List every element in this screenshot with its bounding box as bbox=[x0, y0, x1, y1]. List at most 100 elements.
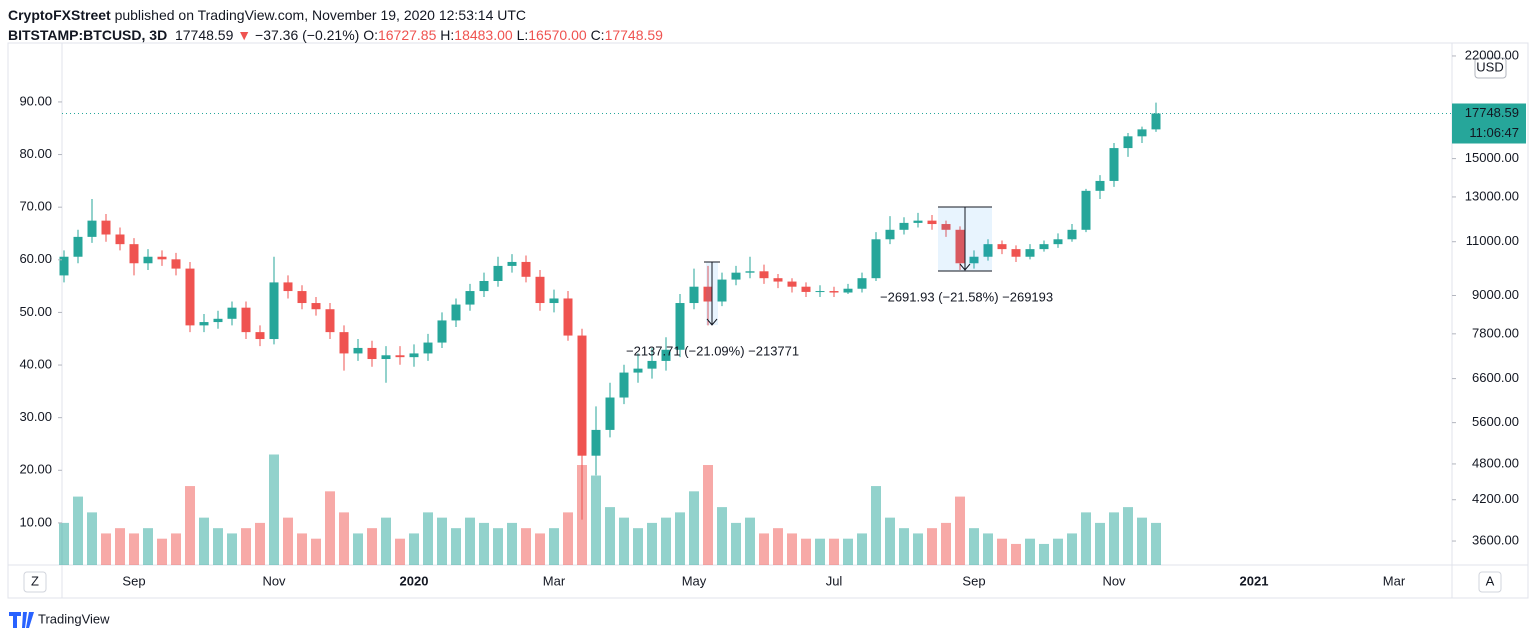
candle-body bbox=[1095, 180, 1105, 191]
volume-bar bbox=[717, 507, 727, 565]
candle-body bbox=[423, 342, 433, 354]
volume-bar bbox=[157, 538, 167, 565]
y2-tick-label: 5600.00 bbox=[1472, 414, 1519, 429]
auto-label: A bbox=[1486, 573, 1495, 588]
measure-arrow bbox=[959, 207, 971, 271]
candle-body bbox=[1053, 239, 1063, 245]
candle-body bbox=[843, 288, 853, 293]
volume-bar bbox=[1123, 507, 1133, 565]
zoom-label: Z bbox=[31, 573, 39, 588]
candle-body bbox=[871, 239, 881, 279]
candle-body bbox=[689, 286, 699, 304]
candle-body bbox=[1039, 244, 1049, 250]
candle-body bbox=[255, 332, 265, 340]
volume-layer bbox=[59, 454, 1161, 565]
volume-bar bbox=[1067, 533, 1077, 565]
candle-body bbox=[87, 220, 97, 237]
volume-bar bbox=[73, 496, 83, 565]
volume-bar bbox=[675, 512, 685, 565]
volume-bar bbox=[297, 533, 307, 565]
y-tick-label: 30.00 bbox=[19, 409, 52, 424]
candle-body bbox=[451, 304, 461, 321]
candle-body bbox=[185, 268, 195, 326]
candle-body bbox=[885, 229, 895, 240]
candle-body bbox=[143, 256, 153, 264]
auto-button[interactable] bbox=[1478, 571, 1502, 593]
candle-body bbox=[927, 220, 937, 225]
o-value: 16727.85 bbox=[377, 27, 437, 43]
candle-body bbox=[577, 335, 587, 456]
volume-bar bbox=[325, 491, 335, 565]
volume-bar bbox=[269, 454, 279, 565]
volume-bar bbox=[1081, 512, 1091, 565]
last-price-label: 17748.59 bbox=[1465, 105, 1519, 120]
l-value: 16570.00 bbox=[528, 27, 587, 43]
c-key: C: bbox=[590, 27, 605, 43]
candle-body bbox=[1123, 136, 1133, 149]
candle-body bbox=[367, 347, 377, 360]
volume-bar bbox=[899, 528, 909, 565]
y2-tick-label: 15000.00 bbox=[1465, 150, 1519, 165]
candle-body bbox=[787, 281, 797, 287]
candle-body bbox=[815, 291, 825, 293]
x-tick-label: May bbox=[682, 573, 707, 588]
candle-body bbox=[507, 261, 517, 266]
volume-bar bbox=[59, 522, 69, 565]
currency-box[interactable] bbox=[1474, 57, 1507, 79]
volume-bar bbox=[451, 528, 461, 565]
x-tick-label: Nov bbox=[262, 573, 286, 588]
candle-body bbox=[829, 291, 839, 293]
candle-body bbox=[409, 353, 419, 358]
candle-body bbox=[199, 322, 209, 326]
volume-bar bbox=[535, 533, 545, 565]
volume-bar bbox=[465, 517, 475, 565]
candle-body bbox=[59, 256, 69, 276]
x-tick-label: Mar bbox=[1383, 573, 1406, 588]
l-key: L: bbox=[516, 27, 529, 43]
candle-body bbox=[297, 291, 307, 304]
volume-bar bbox=[829, 538, 839, 565]
volume-bar bbox=[605, 507, 615, 565]
zoom-button[interactable] bbox=[23, 571, 47, 593]
volume-bar bbox=[213, 528, 223, 565]
volume-bar bbox=[311, 538, 321, 565]
volume-bar bbox=[507, 522, 517, 565]
volume-bar bbox=[983, 533, 993, 565]
currency: USD bbox=[1476, 59, 1503, 74]
candle-body bbox=[353, 347, 363, 354]
h-key: H: bbox=[440, 27, 455, 43]
candle-body bbox=[73, 236, 83, 257]
y2-tick-label: 7800.00 bbox=[1472, 325, 1519, 340]
y2-tick-label: 13000.00 bbox=[1465, 188, 1519, 203]
candle-body bbox=[703, 286, 713, 302]
volume-bar bbox=[661, 517, 671, 565]
candle-body bbox=[731, 272, 741, 280]
candle-body bbox=[983, 244, 993, 257]
x-tick-label: Sep bbox=[122, 573, 145, 588]
candle-body bbox=[465, 291, 475, 305]
volume-bar bbox=[199, 517, 209, 565]
last-price-box bbox=[1452, 103, 1526, 124]
brand-logo bbox=[9, 612, 34, 628]
volume-bar bbox=[955, 496, 965, 565]
candle-body bbox=[745, 271, 755, 273]
candle-body bbox=[857, 278, 867, 289]
volume-bar bbox=[689, 491, 699, 565]
candle-body bbox=[759, 271, 769, 279]
volume-bar bbox=[1095, 522, 1105, 565]
publish-line: CryptoFXStreet published on TradingView.… bbox=[8, 5, 663, 25]
candle-body bbox=[381, 355, 391, 360]
candle-body bbox=[1137, 129, 1147, 137]
volume-bar bbox=[185, 486, 195, 565]
volume-bar bbox=[255, 522, 265, 565]
volume-bar bbox=[563, 512, 573, 565]
y-tick-label: 50.00 bbox=[19, 304, 52, 319]
candle-body bbox=[717, 279, 727, 302]
volume-bar bbox=[423, 512, 433, 565]
countdown-label: 11:06:47 bbox=[1469, 125, 1519, 140]
candle-body bbox=[1011, 249, 1021, 257]
x-tick-label: Mar bbox=[543, 573, 566, 588]
symbol: BITSTAMP:BTCUSD, 3D bbox=[8, 27, 168, 43]
volume-bar bbox=[745, 517, 755, 565]
